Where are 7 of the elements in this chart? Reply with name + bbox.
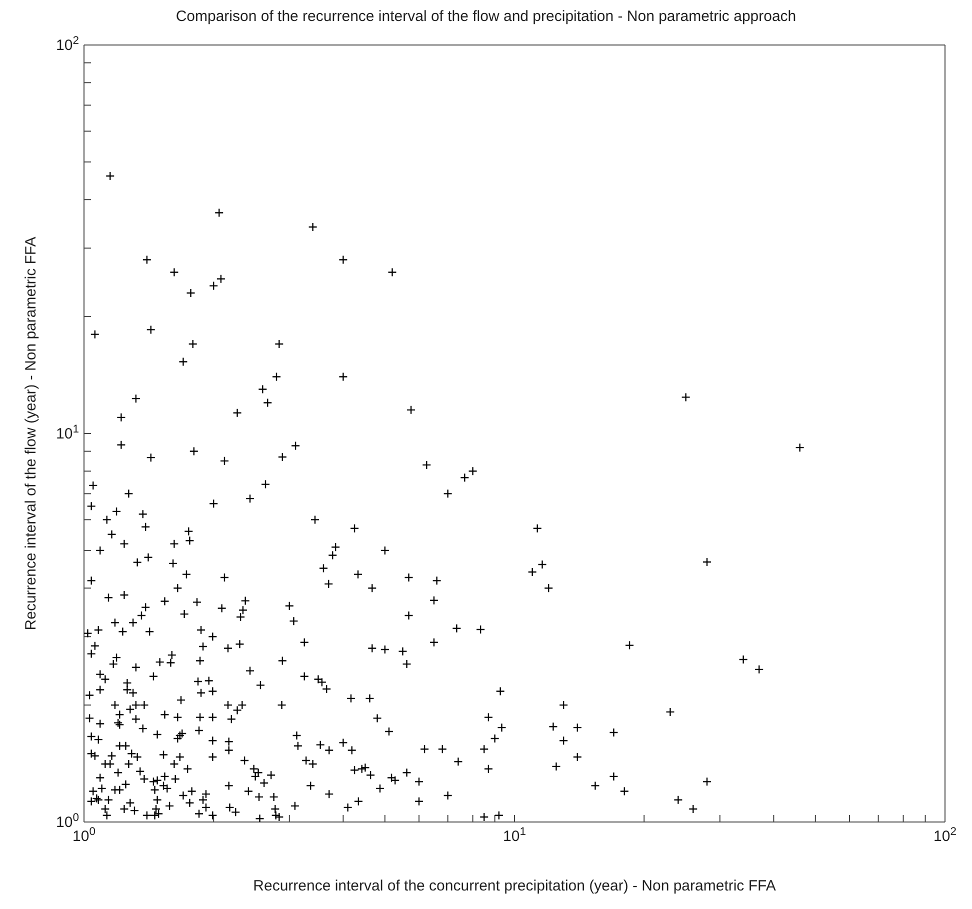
x-tick-label: 10$^{1}$ [503, 826, 526, 845]
x-tick-label: 10$^{2}$ [934, 826, 956, 845]
chart-title: Comparison of the recurrence interval of the flow and precipitation - Non parametric approach [174, 8, 798, 27]
x-axis-title: Recurrence interval of the concurrent precipitation (year) - Non parametric FFA [253, 878, 776, 895]
y-axis-title: Recurrence interval of the flow (year) - Non parametric FFA [22, 236, 40, 630]
y-tick-label: 10$^{1}$ [56, 424, 79, 442]
y-tick-label: 10$^{2}$ [56, 35, 79, 54]
